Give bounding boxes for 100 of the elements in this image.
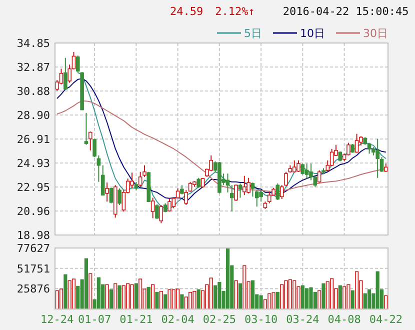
bar	[242, 265, 246, 310]
candlestick	[84, 112, 88, 146]
bar	[109, 289, 113, 310]
bar	[68, 280, 72, 310]
bar	[226, 248, 230, 310]
candlestick	[196, 177, 201, 188]
candlestick	[150, 197, 155, 219]
x-tick-label: 03-24	[286, 313, 320, 326]
candlestick	[184, 190, 188, 206]
bar	[96, 277, 101, 310]
bar	[292, 280, 296, 310]
y-tick-label: 32.87	[16, 60, 50, 74]
bar	[134, 283, 138, 310]
bar	[363, 293, 367, 310]
bar	[238, 283, 242, 310]
bar	[384, 295, 388, 310]
bar	[350, 290, 354, 310]
candlestick	[172, 197, 176, 209]
bar	[318, 290, 322, 310]
bar	[118, 285, 122, 310]
y-tick-label: 24.93	[16, 157, 50, 170]
candlestick	[238, 182, 242, 198]
candlestick	[109, 187, 114, 204]
bar	[105, 284, 109, 310]
bar	[268, 293, 272, 310]
bar	[259, 295, 263, 310]
candlestick	[246, 177, 250, 194]
candlestick	[313, 175, 318, 188]
bar	[280, 284, 284, 310]
candlestick	[242, 175, 246, 196]
x-tick-label: 03-10	[244, 313, 278, 326]
candlestick	[276, 182, 280, 201]
bar	[164, 294, 168, 310]
candlestick	[317, 170, 322, 183]
bar	[155, 292, 159, 310]
y-tick-label: 22.95	[16, 180, 50, 194]
candlestick	[259, 190, 263, 202]
bar	[322, 283, 326, 310]
bar	[176, 288, 180, 310]
bar	[284, 280, 288, 310]
bar	[234, 280, 238, 310]
candlestick	[230, 184, 234, 212]
candlestick	[367, 142, 372, 154]
y-tick-label: 30.88	[16, 85, 50, 98]
bar	[309, 287, 313, 310]
bar	[59, 288, 64, 310]
candlestick	[88, 131, 92, 151]
bar	[88, 273, 92, 310]
text: 2016-04-22 15:00:45	[282, 5, 409, 18]
candlestick	[159, 204, 164, 224]
candlestick	[300, 163, 305, 176]
y-tick-label: 34.85	[16, 37, 50, 50]
bar	[196, 289, 200, 310]
bar	[138, 278, 142, 310]
candlestick	[234, 184, 238, 202]
candlestick	[64, 57, 68, 90]
candlestick	[267, 191, 272, 204]
candlestick	[292, 160, 296, 174]
candlestick	[155, 204, 159, 220]
y-tick-label: 51751	[16, 262, 50, 276]
y-tick-label: 25876	[16, 282, 50, 296]
candlestick	[250, 182, 255, 198]
bar	[376, 271, 380, 310]
x-tick-label: 02-25	[202, 313, 236, 326]
candlestick	[100, 164, 105, 196]
bar	[305, 288, 309, 310]
bar	[192, 290, 196, 310]
x-tick-label: 01-21	[120, 313, 153, 326]
y-tick-label: 20.96	[16, 205, 50, 218]
candlestick	[105, 182, 109, 202]
legend-label: 10日	[300, 27, 325, 40]
bar	[288, 279, 292, 310]
candlestick	[168, 198, 172, 212]
bar	[313, 292, 317, 310]
bar	[326, 281, 330, 310]
x-tick-label: 04-08	[328, 313, 361, 326]
bar	[72, 278, 76, 310]
bar	[55, 290, 59, 310]
candlestick	[176, 188, 180, 199]
text: 2.12%↑	[215, 5, 255, 18]
candlestick	[180, 184, 184, 195]
bar	[188, 292, 192, 310]
bar	[126, 283, 130, 310]
candlestick	[304, 163, 309, 179]
legend-label: 5日	[244, 27, 262, 40]
candlestick	[296, 160, 300, 172]
y-tick-label: 28.90	[16, 108, 50, 122]
bar	[146, 286, 150, 310]
bar	[330, 278, 334, 310]
bar	[300, 285, 304, 310]
bar	[159, 290, 163, 310]
y-tick-label: 77627	[16, 242, 50, 255]
bar	[122, 285, 126, 310]
bar	[276, 292, 280, 310]
bar	[272, 292, 276, 310]
y-tick-label: 18.98	[16, 229, 50, 242]
bar	[367, 289, 372, 310]
candlestick	[130, 172, 134, 189]
bar	[354, 271, 359, 310]
bar	[342, 286, 346, 310]
